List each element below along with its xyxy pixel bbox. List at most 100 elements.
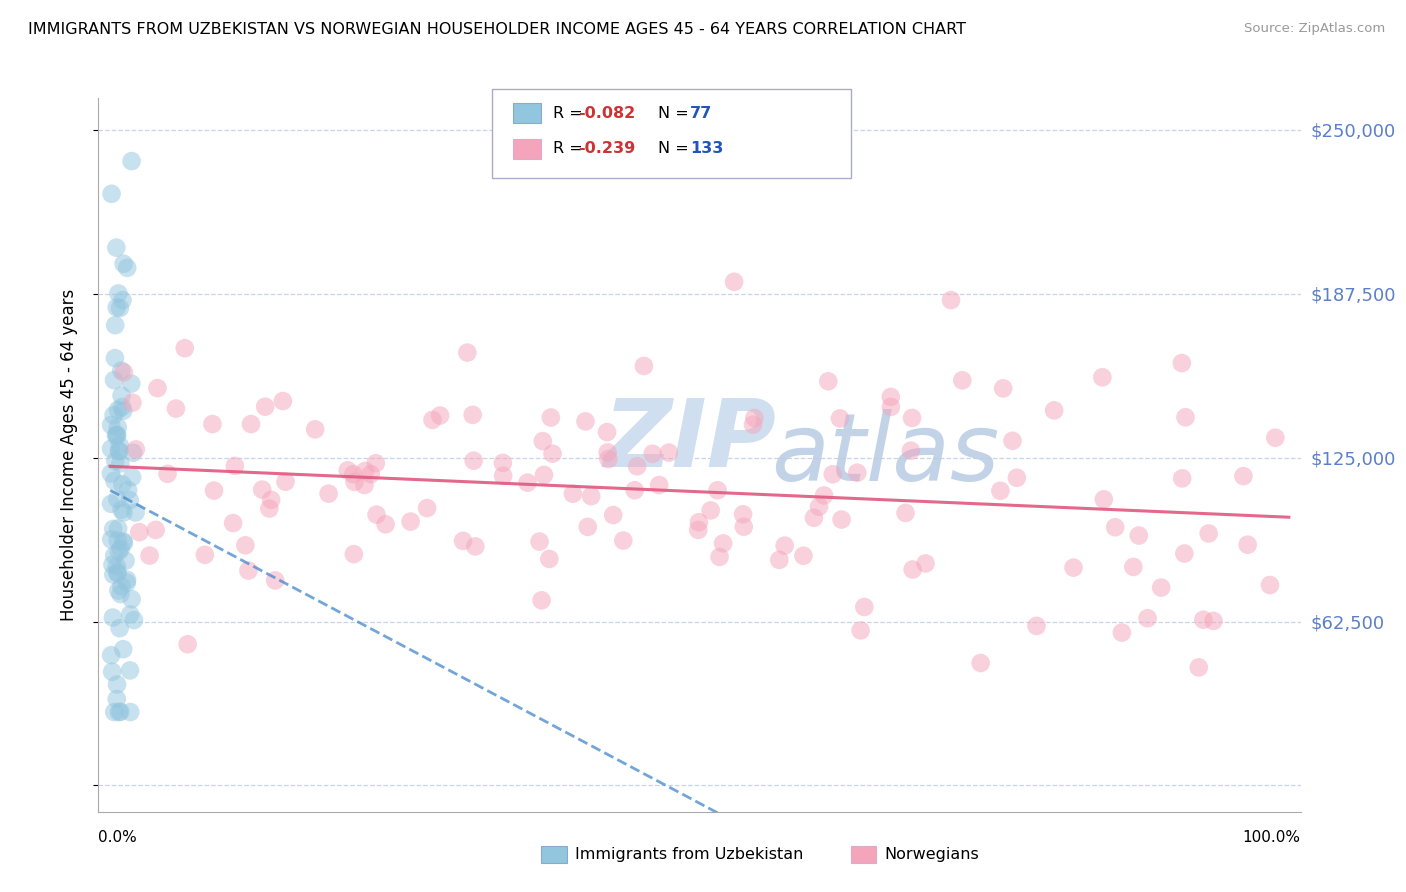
Point (101, 665, 124, 679)
Point (541, 447, 564, 461)
Point (201, 417, 224, 431)
Point (107, 522, 129, 536)
Point (104, 318, 127, 333)
Point (107, 544, 129, 558)
Point (699, 503, 721, 517)
Point (105, 692, 128, 706)
Point (803, 510, 825, 524)
Point (103, 567, 125, 582)
Point (711, 536, 734, 550)
Point (768, 553, 790, 567)
Point (118, 493, 141, 508)
Point (120, 376, 142, 391)
Point (451, 533, 474, 548)
Point (108, 444, 131, 458)
Point (422, 413, 444, 427)
Point (103, 409, 125, 423)
Point (1128, 528, 1150, 542)
Point (103, 474, 125, 488)
Point (374, 517, 396, 532)
Point (238, 564, 260, 578)
Point (991, 381, 1014, 395)
Point (969, 656, 991, 670)
Point (176, 637, 198, 651)
Point (114, 554, 136, 568)
Point (115, 260, 138, 275)
Text: R =: R = (553, 142, 588, 156)
Point (125, 442, 148, 457)
Point (110, 502, 132, 516)
Point (145, 523, 167, 537)
Point (709, 549, 731, 564)
Point (120, 607, 142, 622)
Point (120, 705, 142, 719)
Point (821, 467, 844, 482)
Point (623, 483, 645, 498)
Point (100, 648, 122, 663)
Point (880, 390, 903, 404)
Text: ZIP: ZIP (603, 394, 776, 487)
Point (530, 593, 553, 607)
Point (121, 470, 143, 484)
Point (733, 508, 755, 522)
Point (1202, 614, 1225, 628)
Point (165, 401, 187, 416)
Text: 0.0%: 0.0% (98, 830, 138, 845)
Point (561, 487, 583, 501)
Point (304, 422, 326, 436)
Point (124, 506, 146, 520)
Point (1043, 403, 1066, 417)
Point (706, 483, 728, 498)
Point (117, 483, 139, 497)
Point (1092, 492, 1115, 507)
Point (111, 400, 134, 414)
Point (1174, 410, 1197, 425)
Point (602, 508, 624, 522)
Point (111, 477, 134, 491)
Text: Source: ZipAtlas.com: Source: ZipAtlas.com (1244, 22, 1385, 36)
Point (110, 457, 132, 471)
Point (1150, 581, 1173, 595)
Text: -0.239: -0.239 (578, 142, 636, 156)
Point (1122, 560, 1144, 574)
Point (464, 540, 486, 554)
Point (688, 515, 710, 529)
Point (254, 400, 277, 414)
Point (100, 467, 122, 481)
Point (813, 488, 835, 502)
Point (252, 483, 274, 497)
Point (429, 409, 451, 423)
Point (107, 533, 129, 548)
Point (817, 374, 839, 388)
Point (112, 536, 135, 550)
Point (108, 444, 131, 458)
Point (416, 501, 439, 516)
Point (456, 345, 478, 359)
Point (744, 411, 766, 425)
Point (1173, 547, 1195, 561)
Point (596, 425, 619, 439)
Point (1188, 660, 1211, 674)
Point (1005, 471, 1028, 485)
Point (612, 533, 634, 548)
Point (173, 341, 195, 355)
Text: R =: R = (553, 106, 588, 120)
Point (894, 506, 917, 520)
Point (792, 549, 814, 563)
Point (104, 351, 127, 365)
Point (533, 467, 555, 482)
Point (1091, 370, 1114, 384)
Point (104, 428, 127, 442)
Text: Norwegians: Norwegians (884, 847, 979, 862)
Point (108, 621, 131, 635)
Point (529, 534, 551, 549)
Point (115, 575, 138, 590)
Point (115, 573, 138, 587)
Point (110, 587, 132, 601)
Point (105, 241, 128, 255)
Point (104, 454, 127, 468)
Text: Immigrants from Uzbekistan: Immigrants from Uzbekistan (575, 847, 803, 862)
Text: 133: 133 (690, 142, 724, 156)
Point (461, 408, 484, 422)
Point (110, 363, 132, 377)
